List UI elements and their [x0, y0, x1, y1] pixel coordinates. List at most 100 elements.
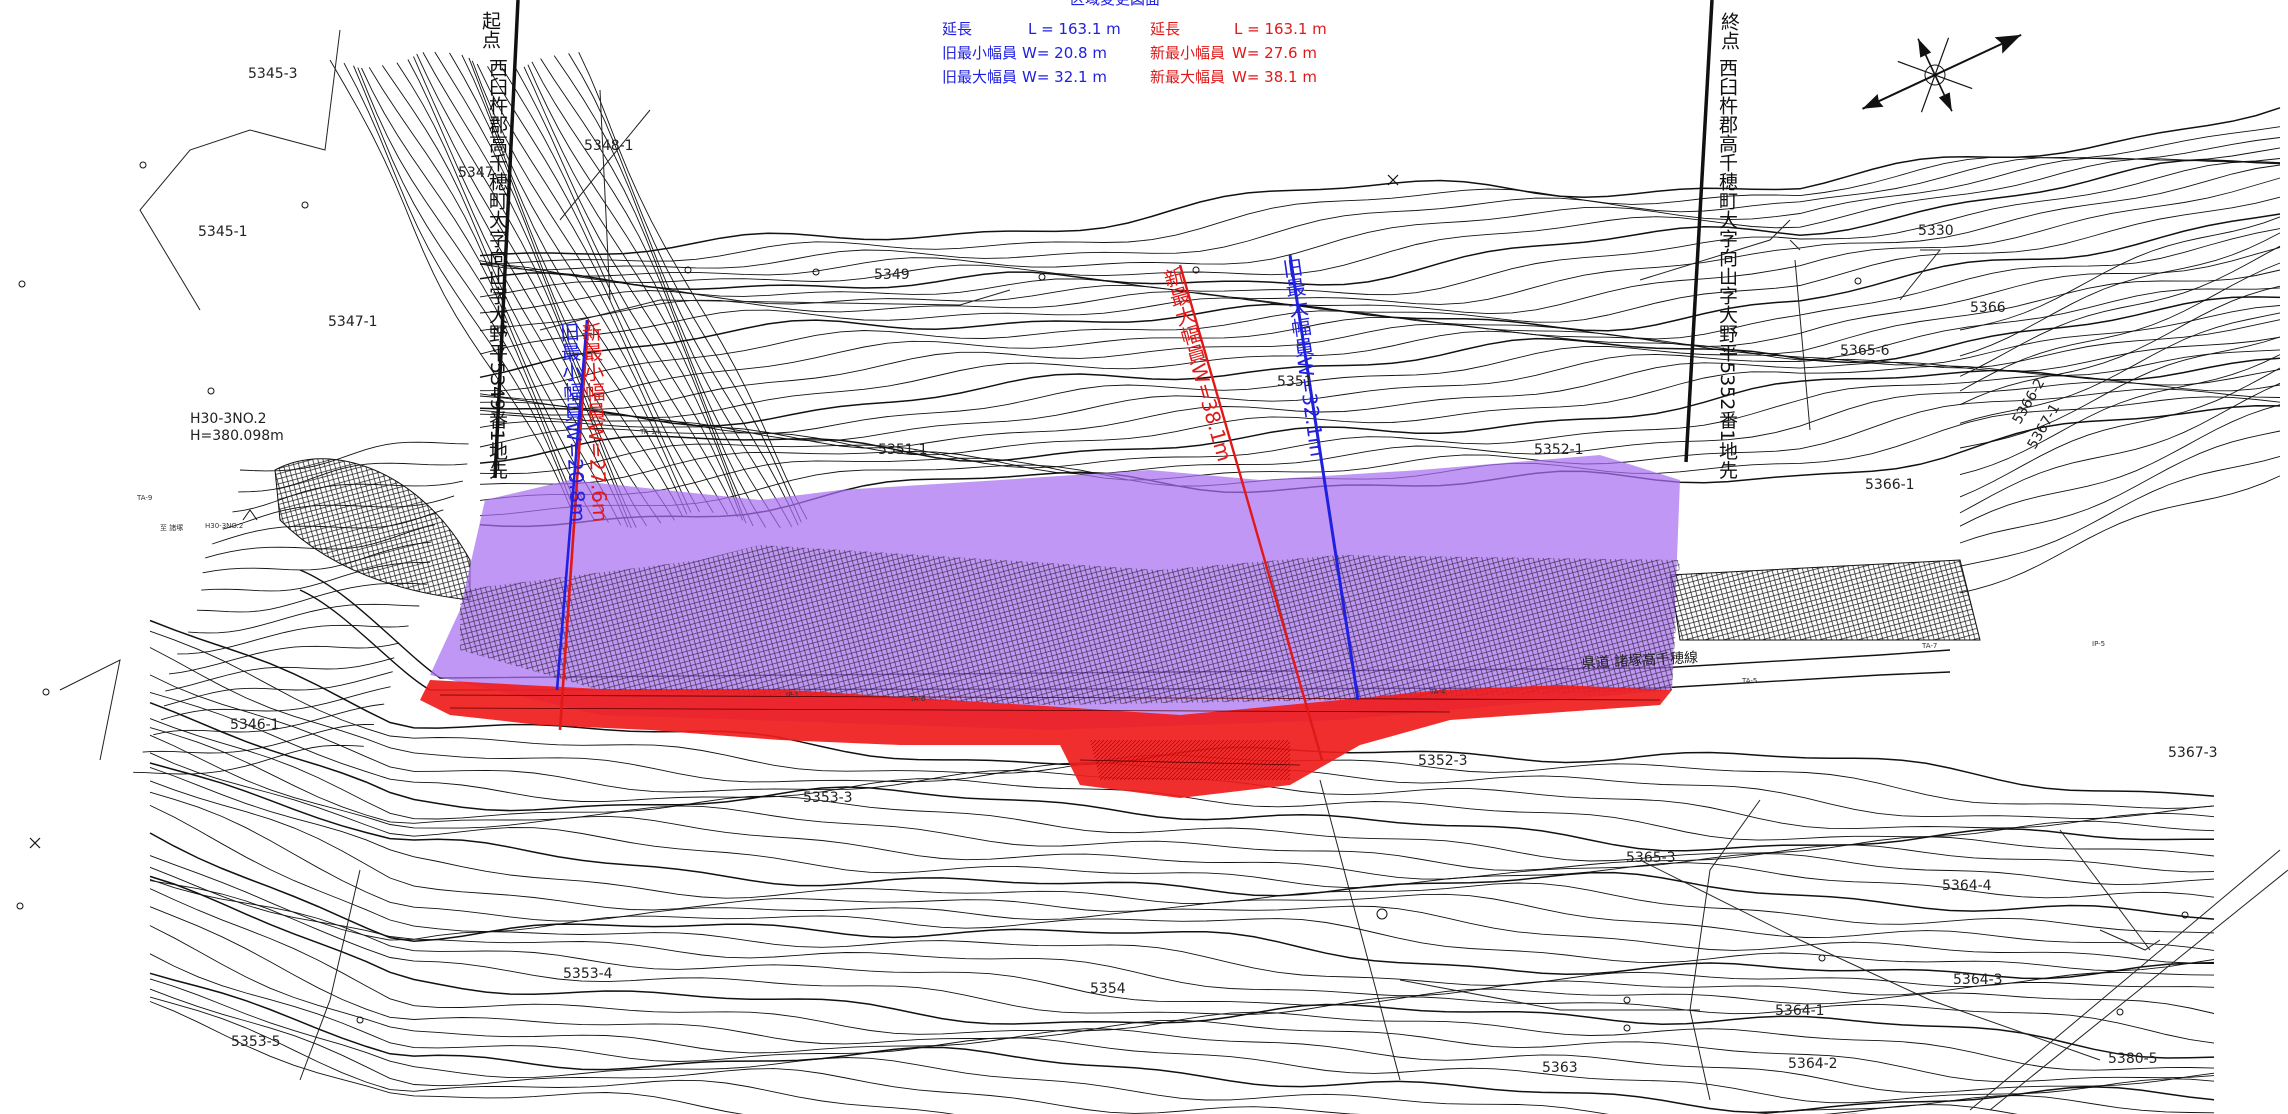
contour-line: [1959, 312, 2281, 424]
start-point-label: 起点: [479, 11, 501, 49]
parcel-label: 5345-3: [248, 66, 298, 82]
parcel-label: 5347-1: [328, 314, 378, 330]
contour-line: [515, 67, 747, 524]
contour-line: [149, 734, 2215, 886]
old-min-value: W= 20.8 m: [1022, 44, 1107, 62]
contour-line: [1959, 382, 2281, 514]
benchmark-icon: [242, 509, 258, 521]
contour-line: [479, 126, 2281, 265]
contour-line: [449, 52, 688, 515]
contour-line: [1959, 232, 2281, 357]
end-point-line: [1684, 0, 1714, 463]
parcel-boundaries: [59, 29, 2288, 1111]
contour-line: [501, 67, 744, 521]
parcel-label: 5346-1: [230, 717, 280, 733]
parcel-label: 5353-4: [563, 966, 613, 982]
contour-line: [1959, 336, 2281, 449]
end-point-label: 終点: [1718, 12, 1740, 50]
contour-line: [149, 875, 2215, 1059]
parcel-label: 5364-2: [1788, 1056, 1838, 1072]
start-point-label-group: 起点 西臼杵郡高千穂町大字向山字大野平5349番1地先: [479, 11, 508, 480]
contour-line: [381, 65, 629, 528]
new-max-label: 新最大幅員: [1150, 68, 1225, 86]
old-length-label: 延長: [942, 20, 972, 38]
contour-line: [1959, 404, 2281, 527]
contour-line: [568, 53, 802, 523]
contour-line: [479, 349, 2281, 456]
parcel-label: 5365-3: [1626, 850, 1676, 866]
slope-hatch-left: [274, 458, 471, 601]
parcel-label: 5365-6: [1840, 343, 1890, 359]
contour-line: [353, 65, 583, 517]
old-specs: 延長 L = 163.1 m 旧最小幅員 W= 20.8 m 旧最大幅員 W= …: [942, 20, 1121, 86]
survey-point: TA-14: [639, 428, 660, 436]
contour-line: [479, 158, 2281, 283]
contour-line: [133, 744, 364, 775]
contour-line: [479, 368, 2281, 475]
contour-line: [479, 164, 2281, 314]
contour-line: [149, 925, 2215, 1094]
contour-line: [396, 62, 632, 529]
contour-line: [1959, 354, 2281, 476]
contour-line: [149, 762, 2215, 920]
contour-line: [163, 671, 393, 707]
old-area-crosshatch: [460, 545, 1680, 705]
contour-line: [471, 60, 714, 513]
contour-line: [149, 866, 2215, 997]
contour-line: [479, 381, 2281, 485]
contour-line: [177, 624, 409, 655]
parcel-label: 5351-1: [878, 442, 928, 458]
new-specs: 延長 L = 163.1 m 新最小幅員 W= 27.6 m 新最大幅員 W= …: [1150, 20, 1327, 86]
contour-line: [479, 336, 2281, 449]
contour-line: [1959, 367, 2281, 498]
contour-line: [149, 906, 2215, 1083]
parcel-label: 5353-3: [803, 790, 853, 806]
benchmark-label2: H30-3NO.2: [205, 522, 243, 530]
old-length-value: L = 163.1 m: [1028, 20, 1121, 38]
parcel-label: 5364-3: [1953, 972, 2003, 988]
north-arrow-icon: [1862, 33, 2022, 113]
road-label-small: 至 諸塚: [160, 523, 183, 532]
parcel-label: 5367-3: [2168, 745, 2218, 761]
survey-point-labels: TA-9 TA-7 TA-4 TA-5 TA-14 TA-6 IP-1 IP-5: [136, 428, 2105, 703]
contour-line: [553, 55, 799, 526]
contour-line: [149, 780, 2215, 951]
new-min-width-line: [558, 319, 590, 731]
contour-line: [479, 228, 2281, 392]
contour-line: [461, 54, 692, 513]
contour-line: [434, 51, 684, 518]
end-point-label-group: 終点 西臼杵郡高千穂町大字向山字大野平5352番1地先: [1716, 12, 1740, 480]
contour-line: [1959, 245, 2281, 377]
parcel-label: 5352-1: [1534, 442, 1584, 458]
parcel-label: 5364-1: [1775, 1003, 1825, 1019]
contour-line: [149, 878, 2215, 1014]
end-point-address: 西臼杵郡高千穂町大字向山字大野平5352番1地先: [1716, 58, 1738, 479]
contour-line: [149, 832, 2214, 980]
contour-line: [479, 357, 2281, 464]
contour-line: [479, 159, 2281, 291]
parcel-label: 5354: [1090, 981, 1126, 997]
contour-line: [1959, 262, 2281, 392]
contour-line: [149, 888, 2215, 1071]
contour-line: [479, 196, 2281, 355]
contour-line: [416, 53, 662, 524]
parcel-label: 5366-1: [1865, 477, 1915, 493]
parcel-label: 5366: [1970, 300, 2006, 316]
old-max-value: W= 32.1 m: [1022, 68, 1107, 86]
new-max-width-line: [1178, 264, 1324, 761]
contour-line: [149, 1001, 744, 1114]
new-length-label: 延長: [1150, 20, 1180, 38]
old-min-width-line: [555, 319, 589, 691]
contour-line: [188, 603, 420, 634]
contour-line: [422, 52, 675, 521]
contour-line: [149, 791, 2215, 964]
contour-line: [149, 766, 2215, 934]
contour-line: [142, 723, 375, 754]
road-label: 県道 諸塚高千穂線: [1581, 649, 1698, 672]
contour-line: [343, 62, 577, 514]
parcel-label: 5330: [1918, 223, 1954, 239]
parcel-label: 5349: [874, 267, 910, 283]
contour-line: [1959, 216, 2281, 331]
contour-line: [407, 59, 637, 528]
contour-line: [540, 58, 793, 528]
